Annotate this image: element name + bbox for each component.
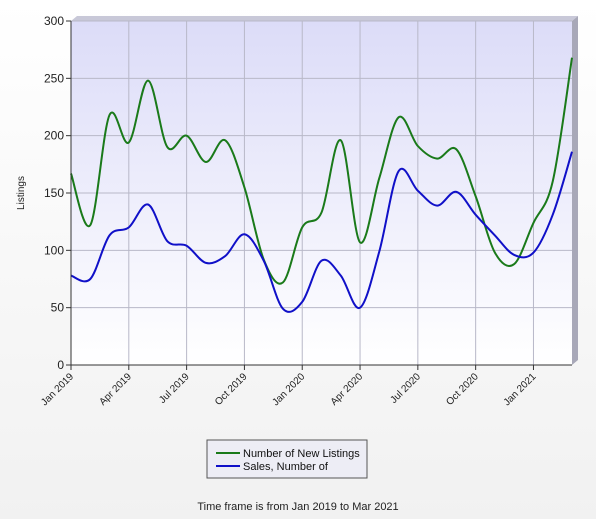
legend-label-new-listings: Number of New Listings [243, 448, 360, 460]
series-line-0 [70, 57, 573, 285]
plot-depth-top [71, 16, 578, 21]
footnote: Time frame is from Jan 2019 to Mar 2021 [197, 501, 399, 513]
plot-depth-right [572, 16, 578, 365]
legend-label-sales: Sales, Number of [243, 461, 329, 473]
legend: Number of New Listings Sales, Number of [206, 439, 368, 479]
legend-box [206, 439, 368, 479]
grid-lines [71, 20, 572, 365]
y-tick-label: 100 [44, 243, 64, 257]
y-tick-label: 300 [44, 14, 64, 28]
y-tick-label: 50 [51, 301, 65, 315]
y-tick-label: 250 [44, 71, 64, 85]
y-tick-label: 0 [57, 358, 64, 372]
y-axis-ticks: 0 50 100 150 200 250 300 [44, 14, 71, 372]
y-axis-title: Listings [16, 176, 27, 210]
series-line-1 [70, 151, 573, 313]
y-tick-label: 150 [44, 186, 64, 200]
y-tick-label: 200 [44, 129, 64, 143]
series-lines [70, 57, 573, 313]
